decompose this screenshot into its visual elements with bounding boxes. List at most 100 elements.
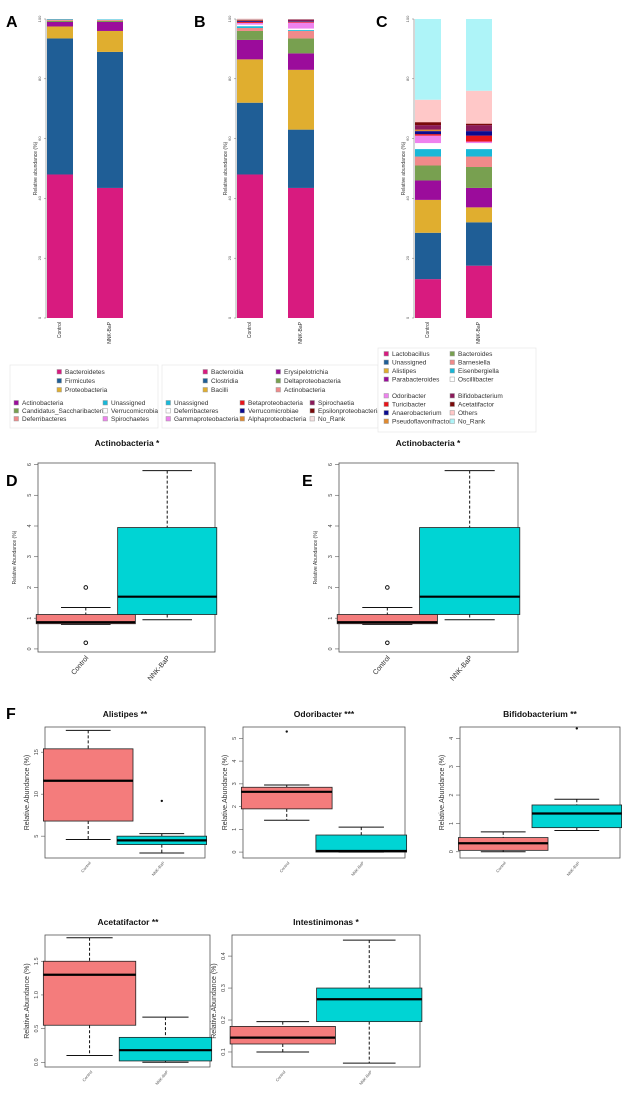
legend-swatch: [275, 387, 281, 393]
iqr-box: [531, 804, 622, 829]
bar-segment-spirochaetia: [237, 19, 263, 21]
bar-segment-bacteroidetes: [47, 174, 73, 318]
x-tick-label: NNK-BaP: [151, 860, 166, 877]
bar-segment-deferribacteres: [288, 28, 314, 31]
legend-swatch: [239, 408, 245, 414]
legend-swatch: [449, 351, 455, 357]
x-tick-label: Control: [372, 654, 392, 676]
x-tick-label: NNK-BaP: [147, 655, 172, 683]
legend-swatch: [13, 408, 19, 414]
y-axis-label: Relative abundance (%): [401, 141, 407, 195]
legend-swatch: [56, 369, 62, 375]
legend-label: Proteobacteria: [65, 387, 108, 394]
legend-item: Odoribacter: [383, 393, 427, 400]
bar-segment-parabacteroides: [415, 180, 441, 200]
legend-label: Bacteroidia: [211, 369, 244, 376]
y-tick-label: 1: [27, 617, 33, 620]
bar-segment-turicibacter: [466, 135, 492, 142]
y-tick-label: 0.5: [34, 1025, 40, 1033]
x-tick-label: Control: [80, 860, 92, 873]
legend-item: Alphaproteobacteria: [239, 416, 307, 423]
outlier-point: [83, 585, 89, 590]
legend-swatch: [102, 416, 108, 422]
y-tick-label: 100: [405, 15, 410, 22]
legend-label: Oscillibacter: [458, 377, 494, 384]
x-tick-label: Control: [57, 322, 63, 338]
y-tick-label: 5: [232, 737, 238, 740]
box-nnk-bap: [531, 727, 622, 831]
legend-swatch: [383, 351, 389, 357]
legend-label: Anaerobacterium: [392, 410, 442, 417]
legend-label: Acetatifactor: [458, 402, 495, 409]
y-tick-label: 3: [27, 555, 33, 558]
bar-segment-alistipes: [466, 207, 492, 223]
bar-segment-verrucomicrobiae: [288, 21, 314, 22]
legend-item: Acetatifactor: [449, 402, 495, 409]
x-tick-label: NNK-BaP: [476, 321, 482, 343]
stacked-bar-panel-B: B 0 20 40 60 80 100 Relative abundance (%) Contr…: [161, 14, 381, 429]
legend-swatch: [383, 359, 389, 365]
bar-segment-clostridia: [288, 129, 314, 188]
iqr-box: [35, 614, 136, 625]
legend-label: Candidatus_Saccharibacteria: [22, 408, 107, 415]
bar-segment-candidatus_saccharibacteria: [97, 20, 123, 22]
box-control: [457, 831, 549, 853]
panel-letter: A: [6, 14, 18, 31]
x-tick-label: NNK-BaP: [566, 860, 581, 877]
legend-item: No_Rank: [449, 419, 486, 426]
bar-segment-erysipelotrichia: [288, 53, 314, 70]
legend-swatch: [202, 378, 208, 384]
outlier-point: [575, 727, 578, 730]
y-tick-label: 20: [37, 255, 42, 260]
y-tick-label: 2: [328, 586, 334, 589]
box-control: [35, 585, 136, 646]
chart-title: Bifidobacterium **: [503, 709, 577, 719]
box-plot-panel-acetatifactor: Acetatifactor ** 0.0 0.5 1.0 1.5Relative.Abu…: [24, 917, 213, 1086]
legend-item: Candidatus_Saccharibacteria: [13, 408, 107, 415]
bar-segment-unassigned: [97, 19, 123, 20]
y-axis-label: Relative.Abundance (%): [24, 755, 31, 831]
legend-swatch: [449, 393, 455, 399]
legend-item: Deltaproteobacteria: [275, 378, 341, 385]
legend-item: Others: [449, 410, 478, 417]
bar-segment-barnesiella: [466, 156, 492, 168]
x-tick-label: NNK-BaP: [154, 1069, 169, 1086]
legend-label: Bacteroidetes: [65, 369, 105, 376]
bar-segment-bifidobacterium: [466, 125, 492, 132]
y-tick-label: 80: [405, 76, 410, 81]
panel-letter: D: [6, 473, 18, 490]
bar-segment-firmicutes: [47, 38, 73, 175]
legend-swatch: [383, 418, 389, 424]
box-control: [42, 937, 137, 1057]
bar-segment-bacteroides: [466, 167, 492, 188]
box-nnk-bap: [116, 799, 207, 854]
legend-item: Unassigned: [383, 359, 427, 367]
legend-item: Verrucomicrobia: [102, 408, 158, 415]
bar-segment-deltaproteobacteria: [288, 38, 314, 54]
bar-segment-others: [466, 90, 492, 124]
x-tick-label: NNK-BaP: [358, 1069, 373, 1086]
bar-segment-no_rank: [466, 19, 492, 91]
chart-title: Acetatifactor **: [98, 917, 160, 927]
bar-segment-actinobacteria: [237, 27, 263, 31]
legend-label: Actinobacteria: [284, 387, 326, 394]
bar-segment-betaproteobacteria: [237, 21, 263, 23]
bar-segment-oscillibacter: [466, 143, 492, 150]
legend-label: Parabacteroides: [392, 377, 440, 384]
y-axis-label: Relative abundance (%): [223, 141, 229, 195]
legend-swatch: [449, 410, 455, 416]
y-tick-label: 2: [449, 794, 455, 797]
legend-swatch: [165, 408, 171, 414]
x-tick-label: Control: [274, 1069, 286, 1082]
legend-item: Turicibacter: [383, 402, 427, 409]
bar-segment-spirochaetia: [288, 19, 314, 22]
bar-segment-deltaproteobacteria: [237, 30, 263, 40]
bar-segment-proteobacteria: [97, 30, 123, 52]
legend-swatch: [383, 393, 389, 399]
legend-swatch: [202, 387, 208, 393]
bar-segment-bacteroidetes: [97, 187, 123, 318]
y-tick-label: 3: [449, 765, 455, 768]
y-tick-label: 100: [227, 15, 232, 22]
stacked-bar-panel-A: A 0 20 40 60 80 100 Relative abundance (%) Contr…: [6, 14, 158, 429]
